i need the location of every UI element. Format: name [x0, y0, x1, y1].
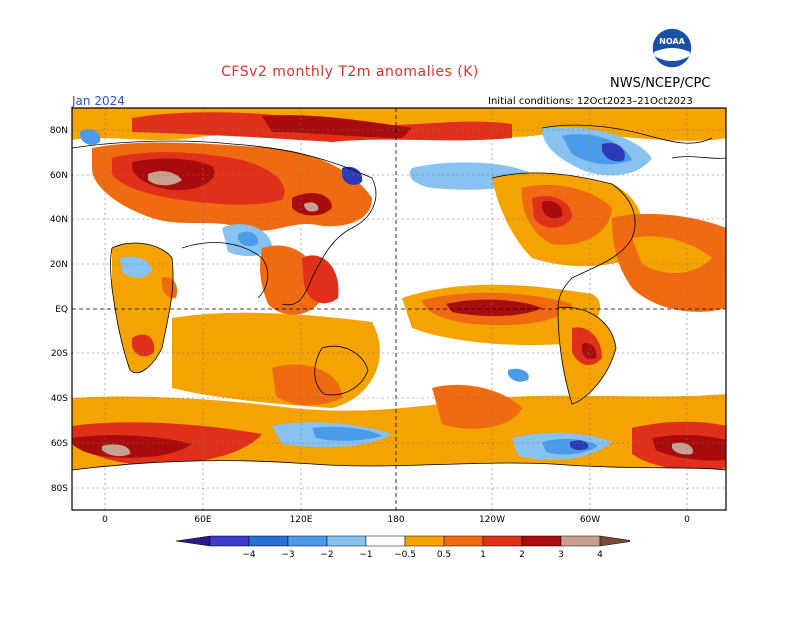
- map-frame: [71, 107, 727, 511]
- colorbar-cell: [560, 535, 601, 547]
- lat-label: 80S: [51, 484, 68, 494]
- lon-label: 180: [387, 515, 404, 525]
- colorbar-cell: [287, 535, 328, 547]
- agency-label: NWS/NCEP/CPC: [610, 76, 711, 91]
- lon-label: 60W: [580, 515, 600, 525]
- lon-label: 0: [102, 515, 108, 525]
- colorbar-label: −1: [359, 550, 372, 560]
- lat-label: 60S: [51, 439, 68, 449]
- map-title: CFSv2 monthly T2m anomalies (K): [221, 64, 479, 80]
- lon-label: 120E: [290, 515, 313, 525]
- initial-conditions: Initial conditions: 12Oct2023–21Oct2023: [488, 96, 693, 107]
- colorbar-min-arrow: [175, 535, 211, 547]
- colorbar-label: −4: [242, 550, 256, 560]
- lat-label: 40S: [51, 394, 68, 404]
- colorbar-cell: [482, 535, 523, 547]
- colorbar-label: 4: [597, 550, 603, 560]
- colorbar-cell: [365, 535, 406, 547]
- coastlines: [72, 124, 726, 405]
- colorbar-label: 0.5: [437, 550, 451, 560]
- noaa-logo-text: NOAA: [659, 37, 685, 46]
- colorbar-label: −2: [320, 550, 333, 560]
- lat-label: 20N: [50, 260, 68, 270]
- colorbar-cell: [521, 535, 562, 547]
- lon-label: 60E: [194, 515, 211, 525]
- anomaly-map: 80N 60N 40N 20N EQ 20S 40S 60S 80S 0 60E 120E 180 12…: [50, 107, 727, 525]
- colorbar-label: −0.5: [394, 550, 416, 560]
- colorbar-cell: [209, 535, 250, 547]
- colorbar-cell: [326, 535, 367, 547]
- colorbar-max-arrow: [599, 535, 630, 547]
- colorbar-label: −3: [281, 550, 294, 560]
- lat-label: 20S: [51, 349, 68, 359]
- lat-label: 80N: [50, 126, 68, 136]
- lon-label: 0: [684, 515, 690, 525]
- colorbar-label: 1: [480, 550, 486, 560]
- colorbar-cell: [248, 535, 289, 547]
- valid-period: Jan 2024: [72, 94, 125, 108]
- colorbar: −4 −3 −2 −1 −0.5 0.5 1 2 3 4: [175, 535, 630, 560]
- lat-label: 60N: [50, 171, 68, 181]
- noaa-logo: NOAA: [650, 26, 694, 74]
- colorbar-cell: [443, 535, 484, 547]
- colorbar-label: 3: [558, 550, 564, 560]
- lat-label: 40N: [50, 215, 68, 225]
- lat-label: EQ: [55, 305, 68, 315]
- lon-label: 120W: [479, 515, 505, 525]
- colorbar-cell: [404, 535, 445, 547]
- colorbar-label: 2: [519, 550, 525, 560]
